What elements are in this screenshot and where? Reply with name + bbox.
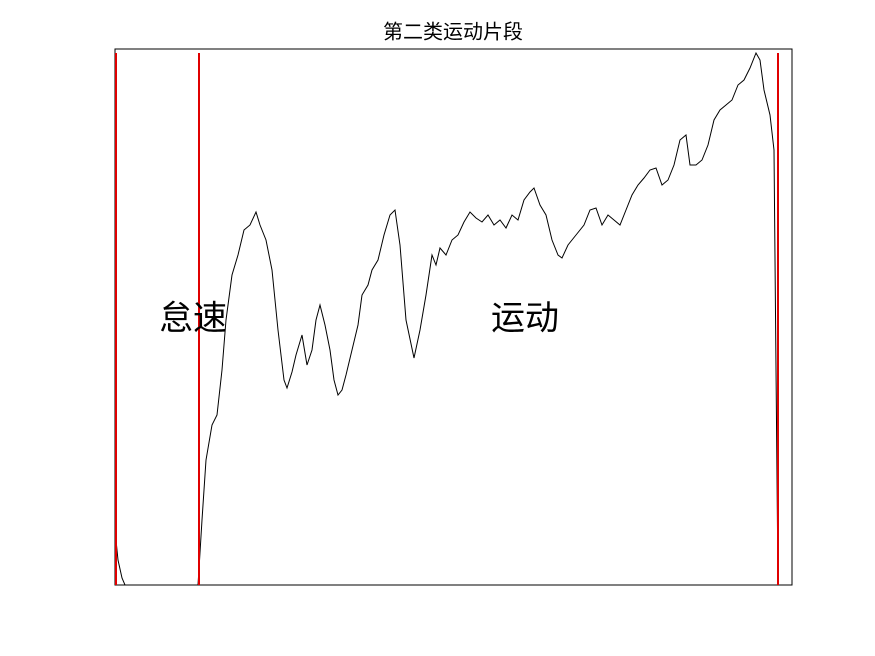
chart-title: 第二类运动片段 [383, 20, 523, 44]
data-line [114, 51, 779, 586]
annotation: 怠速 [159, 299, 227, 339]
annotation: 运动 [491, 299, 559, 339]
